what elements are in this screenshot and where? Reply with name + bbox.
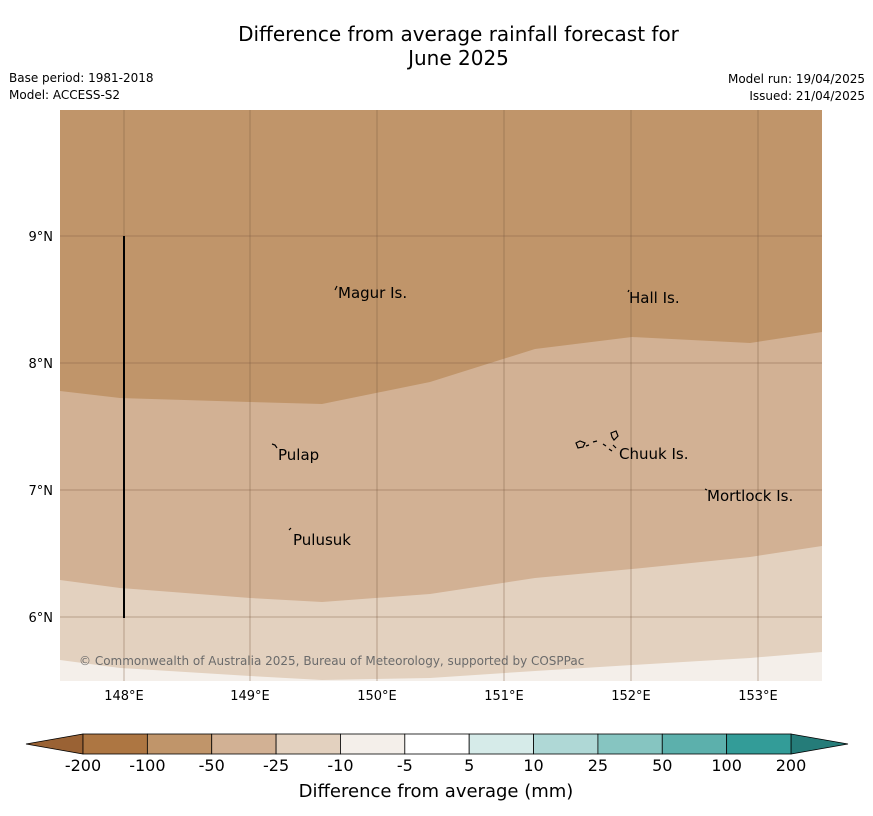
lat-label-8n: 8°N (29, 357, 54, 372)
issued-text: Issued: 21/04/2025 (749, 89, 865, 103)
gridlines (60, 110, 822, 681)
band-minus25-to-minus10 (60, 546, 822, 681)
meta-left: Base period: 1981-2018 Model: ACCESS-S2 (9, 70, 154, 104)
colorbar-high-extend (790, 733, 849, 755)
lon-label-148: 148°E (104, 689, 144, 704)
colorbar-tick-label: -50 (199, 756, 225, 775)
base-period-text: Base period: 1981-2018 (9, 71, 154, 85)
colorbar: -200 -100 -50 -25 -10 -5 5 10 25 50 100 200 Differe… (25, 733, 849, 802)
colorbar-cell (82, 733, 148, 755)
colorbar-cell (275, 733, 341, 755)
colorbar-tick-label: 200 (776, 756, 807, 775)
colorbar-tick-label: 5 (464, 756, 474, 775)
map-title: Difference from average rainfall forecas… (0, 22, 873, 70)
colorbar-cell (146, 733, 213, 755)
colorbar-tick-label: 25 (588, 756, 608, 775)
island-chuuk (575, 430, 619, 452)
colorbar-cells (82, 733, 792, 755)
colorbar-cell (726, 733, 792, 755)
copyright-notice: © Commonwealth of Australia 2025, Bureau… (79, 654, 584, 668)
lon-axis-labels: 148°E 149°E 150°E 151°E 152°E 153°E (104, 689, 778, 704)
colorbar-cell (340, 733, 406, 755)
colorbar-cell (597, 733, 663, 755)
lon-label-150: 150°E (357, 689, 397, 704)
lon-label-153: 153°E (738, 689, 778, 704)
island-mortlock (704, 488, 708, 491)
island-magur (334, 285, 338, 291)
island-pulusuk (288, 527, 292, 531)
title-line-1: Difference from average rainfall forecas… (238, 22, 679, 46)
colorbar-tick-label: 50 (652, 756, 672, 775)
colorbar-tick-label: -5 (397, 756, 413, 775)
lat-label-9n: 9°N (29, 230, 54, 245)
place-labels: Magur Is. Hall Is. Pulap Chuuk Is. Mortl… (278, 284, 793, 549)
colorbar-tick-labels: -200 -100 -50 -25 -10 -5 5 10 25 50 100 200 (65, 756, 806, 775)
place-label-magur: Magur Is. (338, 284, 407, 302)
island-pulap (271, 443, 278, 449)
colorbar-tick-label: -10 (327, 756, 353, 775)
colorbar-cell (404, 733, 470, 755)
place-label-chuuk: Chuuk Is. (619, 445, 688, 463)
meta-right: Model run: 19/04/2025 Issued: 21/04/2025 (728, 71, 865, 105)
island-hall (627, 289, 630, 293)
colorbar-tick-label: -25 (263, 756, 289, 775)
colorbar-cell (661, 733, 728, 755)
colorbar-cell (468, 733, 534, 755)
model-run-text: Model run: 19/04/2025 (727, 72, 865, 86)
place-label-pulusuk: Pulusuk (293, 531, 351, 549)
lat-label-6n: 6°N (29, 611, 54, 626)
colorbar-cell (211, 733, 277, 755)
colorbar-cell (533, 733, 599, 755)
lat-axis-labels: 9°N 8°N 7°N 6°N (29, 230, 54, 626)
colorbar-tick-label: -100 (129, 756, 165, 775)
colorbar-tick-label: -200 (65, 756, 101, 775)
place-label-mortlock: Mortlock Is. (707, 487, 793, 505)
colorbar-label: Difference from average (mm) (299, 781, 574, 802)
colorbar-tick-label: 10 (523, 756, 543, 775)
colorbar-tick-label: 100 (711, 756, 742, 775)
place-label-hall: Hall Is. (629, 289, 680, 307)
island-outlines (271, 285, 708, 531)
model-text: Model: ACCESS-S2 (9, 88, 121, 102)
lon-label-149: 149°E (230, 689, 270, 704)
band-minus10-to-minus5 (60, 652, 822, 681)
title-line-2: June 2025 (408, 46, 509, 70)
lon-label-151: 151°E (484, 689, 524, 704)
place-label-pulap: Pulap (278, 446, 319, 464)
colorbar-low-extend (25, 733, 84, 755)
lon-label-152: 152°E (611, 689, 651, 704)
map-area: Magur Is. Hall Is. Pulap Chuuk Is. Mortl… (60, 110, 822, 681)
lat-label-7n: 7°N (29, 484, 54, 499)
